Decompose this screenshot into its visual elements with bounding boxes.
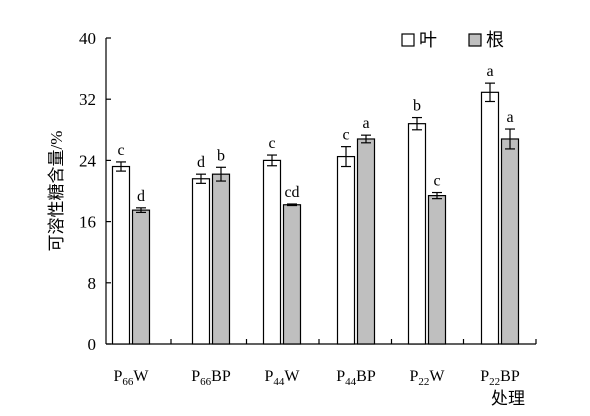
bar bbox=[111, 165, 131, 345]
significance-label: b bbox=[217, 147, 225, 164]
bar bbox=[407, 123, 427, 345]
y-tick-label: 16 bbox=[79, 213, 96, 232]
legend-label: 叶 bbox=[419, 30, 437, 50]
bar bbox=[480, 91, 500, 345]
significance-label: a bbox=[362, 115, 369, 132]
legend: 叶根 bbox=[401, 30, 504, 50]
significance-label: a bbox=[486, 63, 493, 80]
significance-label: cd bbox=[284, 184, 299, 201]
x-tick-label: P44BP bbox=[336, 368, 376, 388]
bar bbox=[211, 173, 231, 345]
significance-label: d bbox=[197, 154, 205, 171]
y-axis-title: 可溶性糖含量/% bbox=[47, 131, 66, 252]
y-tick-label: 32 bbox=[79, 90, 96, 109]
bar bbox=[191, 178, 211, 345]
significance-label: c bbox=[433, 173, 440, 190]
bar bbox=[336, 155, 356, 345]
bar bbox=[356, 138, 376, 345]
legend-swatch bbox=[401, 33, 415, 47]
y-tick-label: 40 bbox=[79, 29, 96, 48]
bar bbox=[427, 194, 447, 345]
x-tick-label: P66W bbox=[113, 368, 149, 388]
x-tick-label: P22W bbox=[409, 368, 445, 388]
y-tick-label: 8 bbox=[88, 274, 97, 293]
bar bbox=[131, 209, 151, 345]
x-tick-label: P22BP bbox=[480, 368, 520, 388]
significance-label: c bbox=[268, 135, 275, 152]
x-tick-label: P44W bbox=[264, 368, 300, 388]
bar bbox=[262, 159, 282, 345]
significance-label: c bbox=[342, 127, 349, 144]
bar bbox=[282, 204, 302, 345]
significance-label: b bbox=[413, 98, 421, 115]
bar bbox=[500, 138, 520, 345]
y-tick-label: 24 bbox=[79, 151, 97, 170]
significance-label: d bbox=[137, 188, 145, 205]
y-tick-label: 0 bbox=[88, 335, 97, 354]
x-tick-label: P66BP bbox=[191, 368, 231, 388]
legend-swatch bbox=[468, 33, 482, 47]
legend-label: 根 bbox=[486, 30, 504, 50]
significance-label: c bbox=[117, 142, 124, 159]
x-axis-title: 处理 bbox=[491, 389, 525, 408]
significance-label: a bbox=[506, 109, 513, 126]
